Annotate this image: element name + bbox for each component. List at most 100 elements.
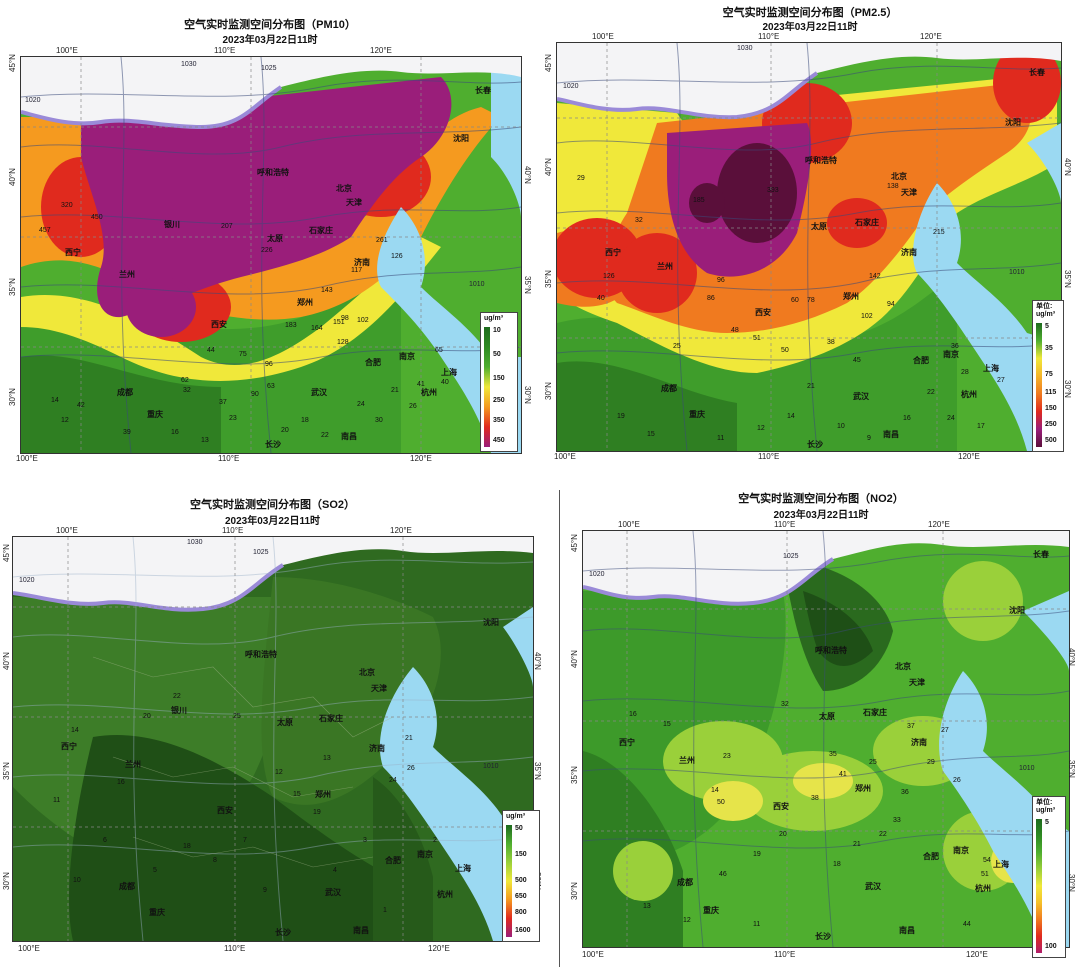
- value-label: 183: [285, 322, 297, 329]
- panel-date: 2023年03月22日11时: [222, 35, 318, 46]
- panel-title: 空气实时监测空间分布图（NO2）: [738, 493, 904, 505]
- value-label: 78: [807, 297, 815, 304]
- value-label: 117: [351, 267, 363, 274]
- lat-label: 35°N: [523, 276, 532, 294]
- city-label: 长沙: [807, 440, 823, 449]
- value-label: 41: [839, 771, 847, 778]
- city-label: 合肥: [923, 852, 939, 861]
- value-label: 28: [961, 369, 969, 376]
- city-label: 长沙: [265, 440, 281, 449]
- city-label: 呼和浩特: [257, 168, 289, 177]
- city-label: 北京: [336, 184, 352, 193]
- city-label: 南昌: [353, 926, 369, 935]
- city-label: 合肥: [365, 358, 381, 367]
- isobar-label: 1020: [563, 83, 579, 90]
- city-label: 西安: [773, 802, 789, 811]
- legend-tick: 800: [515, 909, 527, 916]
- city-label: 天津: [371, 684, 387, 693]
- map-pm10: 沈阳 北京 天津 石家庄 太原 济南 郑州 西安 兰州 西宁 银川 合肥 南京 …: [20, 56, 522, 454]
- city-label: 兰州: [657, 262, 673, 271]
- lon-label: 100°E: [618, 520, 640, 529]
- legend-tick: 250: [1045, 421, 1057, 428]
- value-label: 11: [753, 921, 761, 928]
- city-label: 呼和浩特: [805, 156, 837, 165]
- value-label: 14: [51, 397, 59, 404]
- lat-label: 45°N: [544, 54, 553, 72]
- value-label: 22: [173, 693, 181, 700]
- legend-tick: 35: [1045, 345, 1053, 352]
- value-label: 26: [953, 777, 961, 784]
- city-label: 太原: [277, 718, 293, 727]
- value-label: 8: [213, 857, 217, 864]
- city-label: 成都: [117, 388, 133, 397]
- city-label: 太原: [819, 712, 835, 721]
- value-label: 215: [933, 229, 945, 236]
- city-label: 南昌: [883, 430, 899, 439]
- value-label: 20: [281, 427, 289, 434]
- city-label: 济南: [369, 744, 385, 753]
- lon-label: 110°E: [218, 454, 240, 463]
- value-label: 36: [951, 343, 959, 350]
- value-label: 12: [275, 769, 283, 776]
- legend-tick: 115: [1045, 389, 1057, 396]
- isobar-label: 1010: [469, 281, 485, 288]
- lon-label: 120°E: [410, 454, 432, 463]
- value-label: 22: [927, 389, 935, 396]
- isobar-label: 1010: [483, 763, 499, 770]
- value-label: 27: [941, 727, 949, 734]
- value-label: 37: [907, 723, 915, 730]
- city-label: 沈阳: [1005, 118, 1021, 127]
- city-label: 郑州: [843, 292, 859, 301]
- lon-label: 110°E: [774, 520, 796, 529]
- value-label: 11: [53, 797, 61, 804]
- city-label: 成都: [677, 878, 693, 887]
- legend-tick: 650: [515, 893, 527, 900]
- value-label: 128: [337, 339, 349, 346]
- value-label: 19: [617, 413, 625, 420]
- value-label: 21: [807, 383, 815, 390]
- value-label: 38: [811, 795, 819, 802]
- value-label: 21: [391, 387, 399, 394]
- lon-label: 110°E: [774, 950, 796, 959]
- lat-label: 45°N: [570, 534, 579, 552]
- city-label: 郑州: [315, 790, 331, 799]
- value-label: 32: [635, 217, 643, 224]
- city-label: 重庆: [149, 908, 165, 917]
- value-label: 48: [731, 327, 739, 334]
- value-label: 23: [229, 415, 237, 422]
- city-label: 石家庄: [309, 226, 333, 235]
- panel-title: 空气实时监测空间分布图（PM2.5）: [722, 7, 898, 19]
- value-label: 38: [827, 339, 835, 346]
- panel-title: 空气实时监测空间分布图（SO2）: [189, 499, 355, 511]
- panel-divider: [559, 490, 560, 967]
- legend-tick: 10: [493, 327, 501, 334]
- value-label: 32: [183, 387, 191, 394]
- legend-tick: 450: [493, 437, 505, 444]
- city-label: 重庆: [147, 410, 163, 419]
- value-label: 320: [61, 202, 73, 209]
- lat-label: 40°N: [570, 650, 579, 668]
- city-label: 成都: [119, 882, 135, 891]
- city-label: 长春: [1033, 550, 1049, 559]
- lon-label: 110°E: [224, 944, 246, 953]
- panel-date: 2023年03月22日11时: [773, 510, 869, 521]
- lat-label: 35°N: [2, 762, 11, 780]
- legend-unit: 单位: ug/m³: [1036, 799, 1055, 815]
- panel-pm10: 空气实时监测空间分布图（PM10） 2023年03月22日11时: [0, 0, 540, 480]
- city-label: 天津: [901, 188, 917, 197]
- legend: 单位: ug/m³ 5 100: [1032, 796, 1066, 958]
- value-label: 142: [869, 273, 881, 280]
- value-label: 37: [219, 399, 227, 406]
- value-label: 15: [647, 431, 655, 438]
- value-label: 96: [265, 361, 273, 368]
- lat-label: 35°N: [1067, 760, 1076, 778]
- lat-label: 35°N: [533, 762, 542, 780]
- lon-label: 120°E: [428, 944, 450, 953]
- city-label: 银川: [164, 220, 180, 229]
- city-label: 长沙: [815, 932, 831, 941]
- city-label: 长春: [1029, 68, 1045, 77]
- city-label: 石家庄: [319, 714, 343, 723]
- legend-tick: 50: [493, 351, 501, 358]
- value-label: 40: [441, 379, 449, 386]
- lat-label: 45°N: [8, 54, 17, 72]
